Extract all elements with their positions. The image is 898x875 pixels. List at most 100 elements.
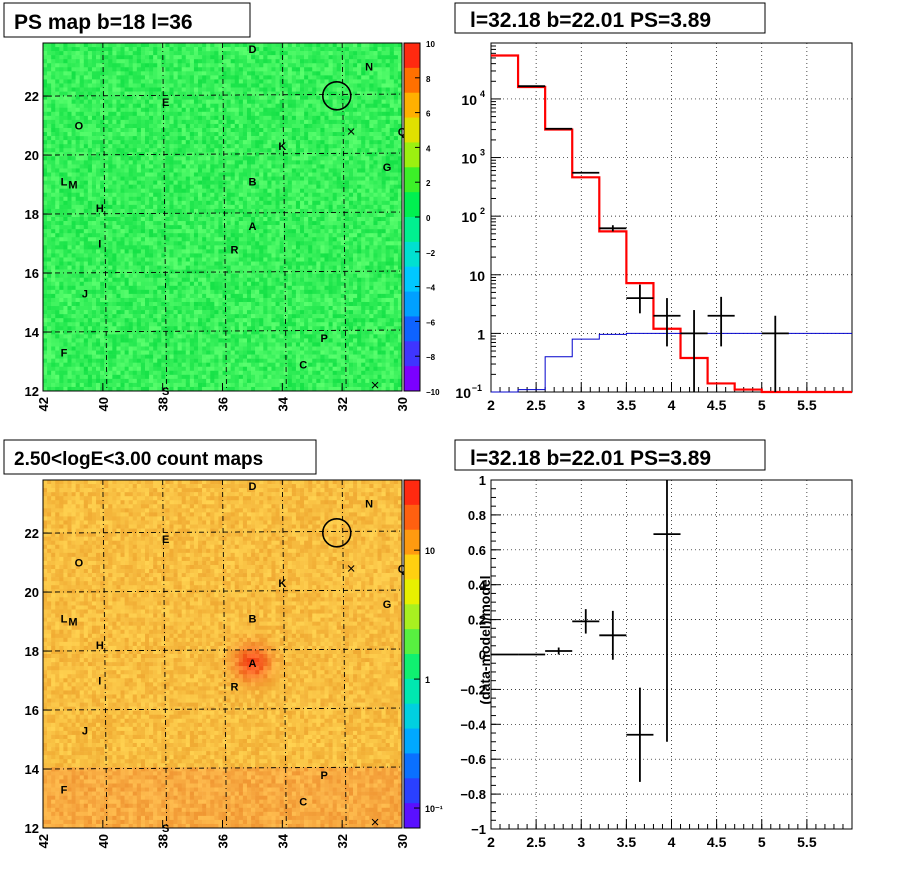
ps-map-cell	[242, 204, 248, 210]
ps-map-cell	[116, 342, 121, 347]
ps-map-cell	[124, 188, 129, 194]
ps-map-cell	[47, 136, 52, 141]
ps-map-cell	[149, 374, 154, 380]
ps-map-cell	[71, 156, 76, 161]
ps-map-cell	[96, 47, 101, 52]
ps-map-cell	[144, 99, 150, 104]
ps-map-cell	[263, 115, 268, 121]
ps-map-cell	[206, 221, 211, 226]
ps-map-cell	[140, 91, 146, 96]
ps-map-cell	[153, 127, 158, 133]
ps-map-cell	[185, 123, 191, 129]
ps-map-cell	[275, 132, 280, 137]
ps-map-cell	[255, 362, 260, 368]
ps-map-cell	[218, 245, 223, 250]
ps-map-cell	[181, 350, 187, 355]
ps-map-cell	[181, 184, 187, 189]
ps-map-cell	[202, 164, 207, 169]
ps-map-cell	[104, 208, 109, 214]
ps-map-cell	[218, 204, 223, 210]
ps-map-cell	[79, 136, 85, 141]
ps-map-cell	[149, 273, 154, 278]
ps-map-cell	[67, 285, 72, 291]
ps-map-cell	[206, 192, 211, 198]
ps-map-cell	[120, 51, 125, 56]
ps-map-cell	[75, 314, 81, 319]
ps-map-cell	[71, 123, 76, 129]
ps-map-cell	[161, 132, 166, 137]
ps-map-cell	[96, 87, 101, 92]
ps-map-cell	[214, 289, 219, 295]
ps-map-cell	[120, 91, 125, 96]
ps-map-cell	[185, 322, 191, 327]
ps-map-cell	[112, 176, 117, 181]
ps-map-cell	[59, 168, 64, 173]
ps-map-cell	[246, 322, 252, 327]
ps-map-cell	[96, 334, 101, 339]
ps-map-cell	[202, 192, 207, 198]
ps-map-cell	[124, 249, 129, 254]
ps-map-cell	[238, 99, 244, 104]
ps-map-cell	[71, 358, 76, 363]
ps-map-cell	[173, 144, 178, 149]
ps-map-cell	[242, 192, 248, 198]
ps-map-cell	[177, 322, 183, 327]
ps-map-cell	[165, 289, 170, 295]
ps-map-cell	[255, 212, 260, 218]
ps-map-cell	[275, 253, 280, 258]
ps-map-cell	[259, 257, 264, 262]
ps-map-cell	[275, 257, 280, 262]
ps-map-cell	[108, 233, 113, 238]
ps-map-cell	[222, 107, 227, 113]
ps-map-cell	[251, 245, 256, 250]
ps-map-cell	[218, 334, 223, 339]
ps-map-cell	[214, 148, 219, 153]
ps-map-cell	[153, 334, 158, 339]
ps-map-cell	[230, 338, 236, 343]
ps-map-cell	[124, 204, 129, 210]
ps-map-cell	[136, 310, 142, 315]
ps-map-cell	[226, 156, 231, 161]
ps-map-cell	[214, 265, 219, 270]
ps-map-cell	[271, 152, 276, 157]
ps-map-cell	[83, 330, 89, 335]
ps-map-cell	[206, 107, 211, 113]
ps-map-cell	[267, 59, 272, 64]
ps-map-cell	[242, 322, 248, 327]
ps-map-cell	[193, 55, 199, 60]
ps-map-cell	[173, 237, 178, 242]
ps-map-cell	[189, 136, 195, 141]
ps-map-cell	[271, 47, 276, 52]
ps-map-cell	[259, 374, 264, 380]
ps-map-cell	[47, 67, 52, 72]
ps-map-cell	[120, 318, 125, 323]
ps-map-cell	[193, 293, 199, 299]
ps-map-cell	[100, 148, 105, 153]
ps-map-cell	[104, 310, 109, 315]
ps-map-cell	[100, 285, 105, 291]
ps-map-cell	[87, 374, 93, 380]
ps-map-cell	[91, 115, 97, 121]
ps-map-cell	[185, 249, 191, 254]
ps-map-cell	[173, 350, 178, 355]
ps-map-cell	[116, 91, 121, 96]
ps-map-cell	[108, 374, 113, 380]
ps-map-cell	[226, 378, 231, 384]
ps-map-cell	[271, 168, 276, 173]
ps-map-cell	[226, 322, 231, 327]
ps-map-cell	[173, 148, 178, 153]
ps-map-cell	[263, 168, 268, 173]
ps-map-cell	[43, 43, 48, 48]
ps-map-cell	[104, 293, 109, 299]
ps-map-cell	[267, 43, 272, 48]
ps-map-cell	[124, 374, 129, 380]
ps-map-cell	[67, 310, 72, 315]
ps-map-cell	[169, 225, 174, 230]
ps-map-cell	[136, 229, 142, 234]
ps-map-cell	[55, 366, 60, 372]
ps-map-cell	[63, 378, 68, 384]
ps-map-cell	[173, 164, 178, 169]
ps-map-cell	[79, 156, 85, 161]
ps-map-cell	[210, 330, 215, 335]
ps-map-cell	[185, 67, 191, 72]
